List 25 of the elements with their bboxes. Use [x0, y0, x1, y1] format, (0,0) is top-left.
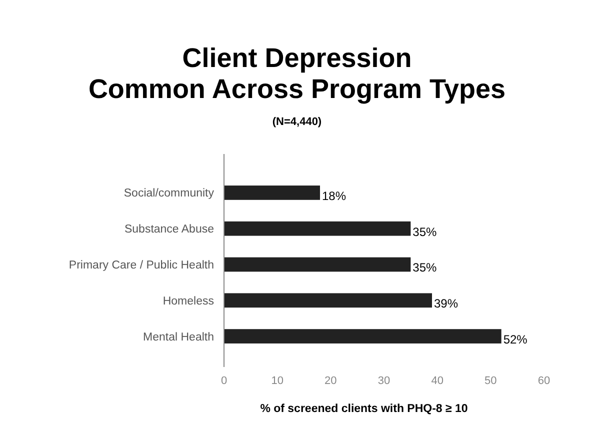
- y-tick-label: Substance Abuse: [124, 224, 214, 236]
- x-tick-label: 0: [220, 375, 228, 387]
- data-label: 35%: [412, 224, 438, 239]
- y-tick-label: Homeless: [162, 295, 214, 308]
- data-label: 39%: [434, 296, 458, 311]
- x-tick-label: 60: [538, 375, 550, 387]
- x-tick-label: 40: [431, 375, 444, 387]
- bar: [224, 257, 411, 272]
- bar: [224, 329, 502, 344]
- y-tick-label: Mental Health: [143, 331, 214, 344]
- x-tick-label: 20: [324, 375, 337, 387]
- data-label: 52%: [503, 332, 528, 346]
- bar: [224, 221, 411, 236]
- chart-title: Client Depression Common Across Program Types: [88, 43, 506, 104]
- bar: [224, 186, 320, 200]
- bar: [224, 293, 432, 308]
- x-tick-label: 50: [484, 375, 497, 387]
- chart-subtitle: (N=4,440): [272, 116, 322, 128]
- y-tick-label: Social/community: [124, 188, 214, 200]
- data-label: 35%: [412, 260, 438, 275]
- x-tick-label: 30: [378, 375, 390, 387]
- y-tick-label: Primary Care / Public Health: [68, 260, 214, 272]
- x-tick-label: 10: [271, 375, 284, 387]
- x-axis-title: % of screened clients with PHQ-8 ≥ 10: [260, 403, 468, 415]
- data-label: 18%: [322, 188, 346, 203]
